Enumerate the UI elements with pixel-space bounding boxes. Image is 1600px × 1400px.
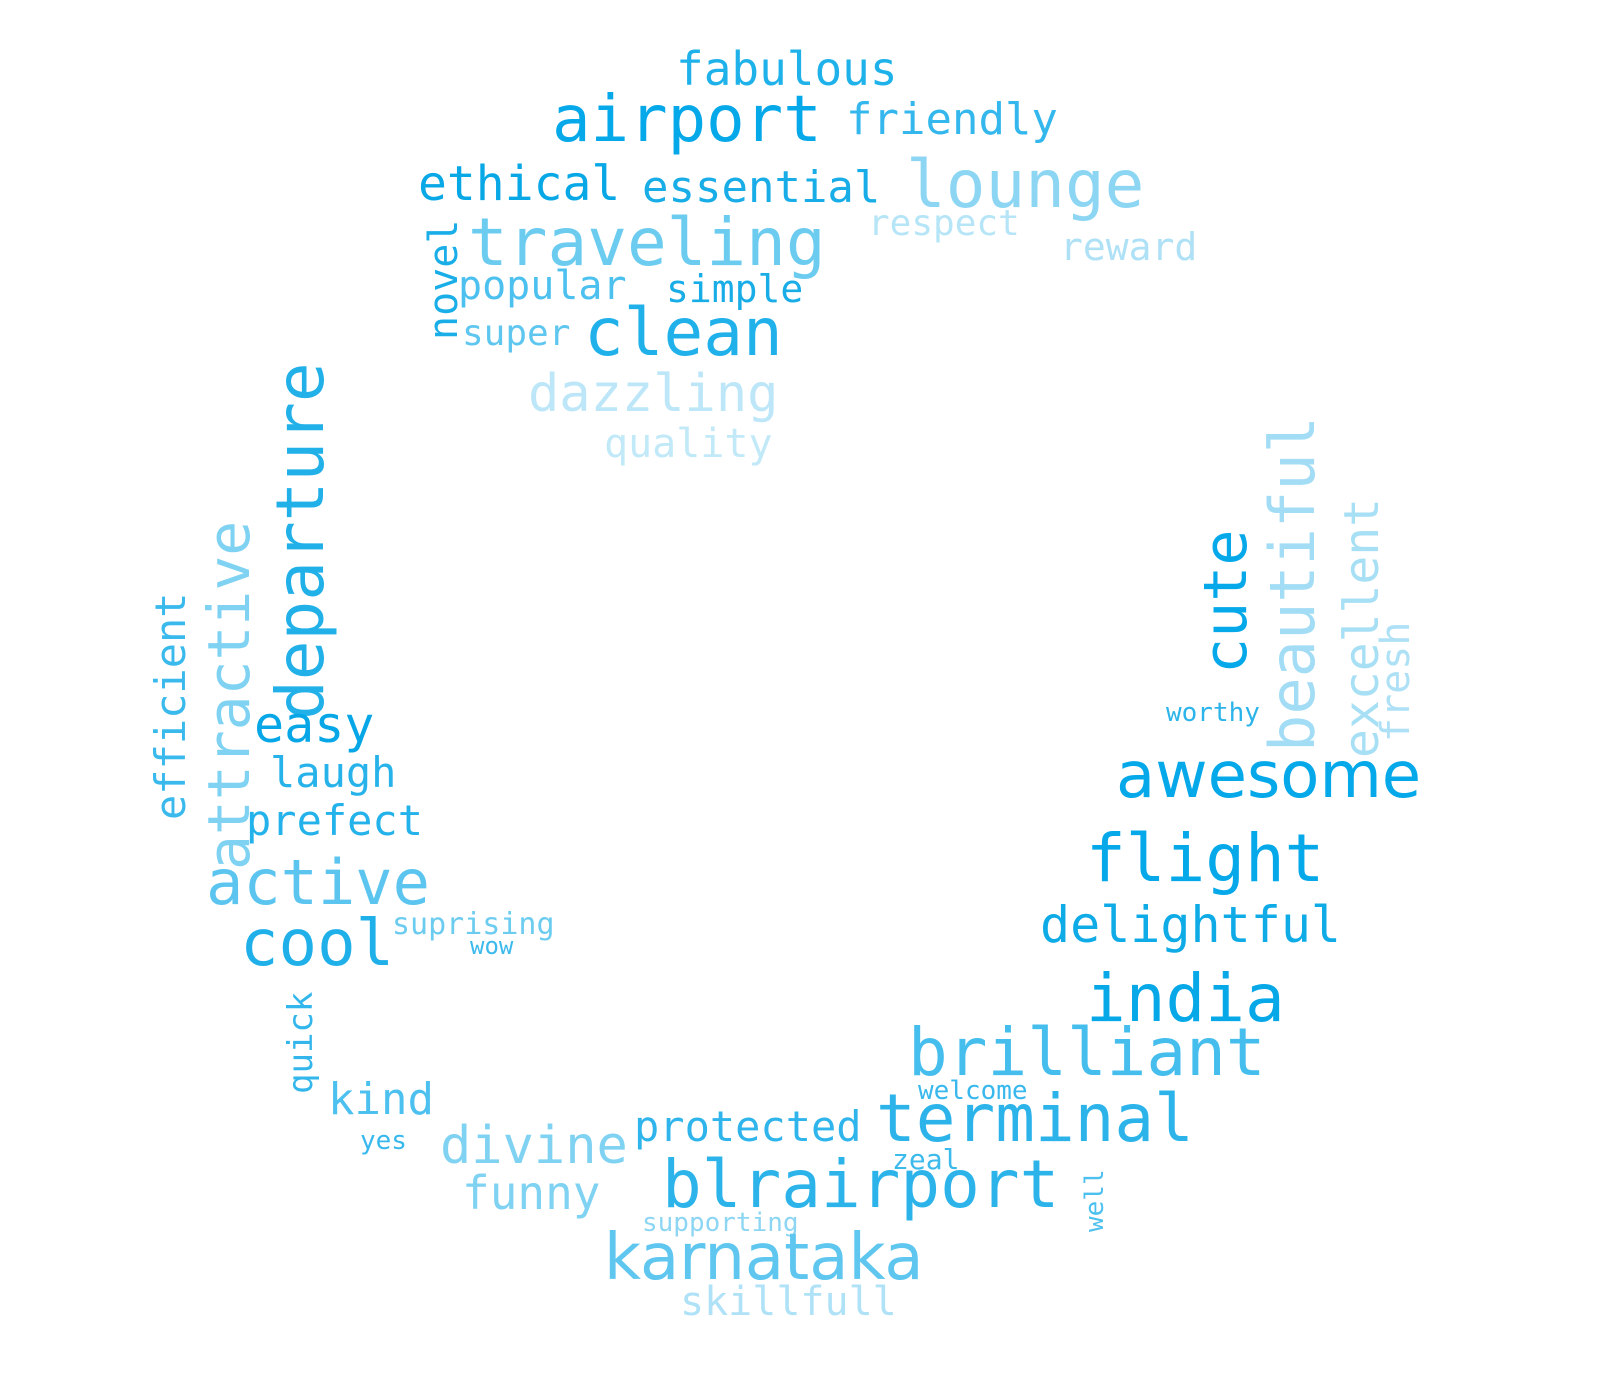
word-simple: simple xyxy=(666,267,804,311)
word-lounge: lounge xyxy=(906,146,1145,223)
word-clean: clean xyxy=(584,294,783,371)
word-awesome: awesome xyxy=(1116,739,1422,813)
word-india: india xyxy=(1086,960,1285,1037)
word-well: well xyxy=(1080,1169,1110,1232)
word-active: active xyxy=(206,846,430,919)
word-essential: essential xyxy=(642,162,881,213)
word-cute: cute xyxy=(1191,529,1261,675)
word-protected: protected xyxy=(634,1102,862,1151)
word-delightful: delightful xyxy=(1040,896,1342,954)
word-zeal: zeal xyxy=(892,1143,960,1176)
word-fabulous: fabulous xyxy=(676,42,898,96)
word-suprising: suprising xyxy=(392,907,555,942)
word-brilliant: brilliant xyxy=(908,1014,1266,1091)
word-welcome: welcome xyxy=(918,1076,1028,1106)
word-worthy: worthy xyxy=(1166,698,1260,728)
word-laugh: laugh xyxy=(270,748,397,797)
word-blrairport: blrairport xyxy=(662,1146,1060,1223)
word-wow: wow xyxy=(470,932,514,960)
word-super: super xyxy=(462,313,571,354)
word-dazzling: dazzling xyxy=(528,364,779,424)
word-efficient: efficient xyxy=(146,592,195,820)
word-kind: kind xyxy=(328,1074,434,1125)
word-respect: respect xyxy=(868,203,1020,244)
word-quick: quick xyxy=(281,991,321,1094)
word-karnataka: karnataka xyxy=(604,1221,924,1295)
word-ethical: ethical xyxy=(418,156,621,212)
word-cool: cool xyxy=(240,907,395,981)
word-yes: yes xyxy=(360,1126,407,1156)
word-traveling: traveling xyxy=(468,204,826,281)
word-skillfull: skillfull xyxy=(680,1279,897,1325)
word-easy: easy xyxy=(254,696,375,754)
word-friendly: friendly xyxy=(846,94,1058,145)
word-departure: departure xyxy=(262,362,339,720)
word-popular: popular xyxy=(458,263,627,309)
word-divine: divine xyxy=(440,1116,628,1176)
word-terminal: terminal xyxy=(876,1080,1194,1157)
word-reward: reward xyxy=(1060,225,1198,269)
word-fresh: fresh xyxy=(1373,621,1419,742)
word-prefect: prefect xyxy=(246,796,424,845)
word-funny: funny xyxy=(462,1166,601,1220)
word-flight: flight xyxy=(1086,820,1325,897)
word-supporting: supporting xyxy=(642,1208,799,1238)
word-beautiful: beautiful xyxy=(1256,416,1329,752)
word-quality: quality xyxy=(604,421,773,467)
word-airport: airport xyxy=(552,83,822,157)
